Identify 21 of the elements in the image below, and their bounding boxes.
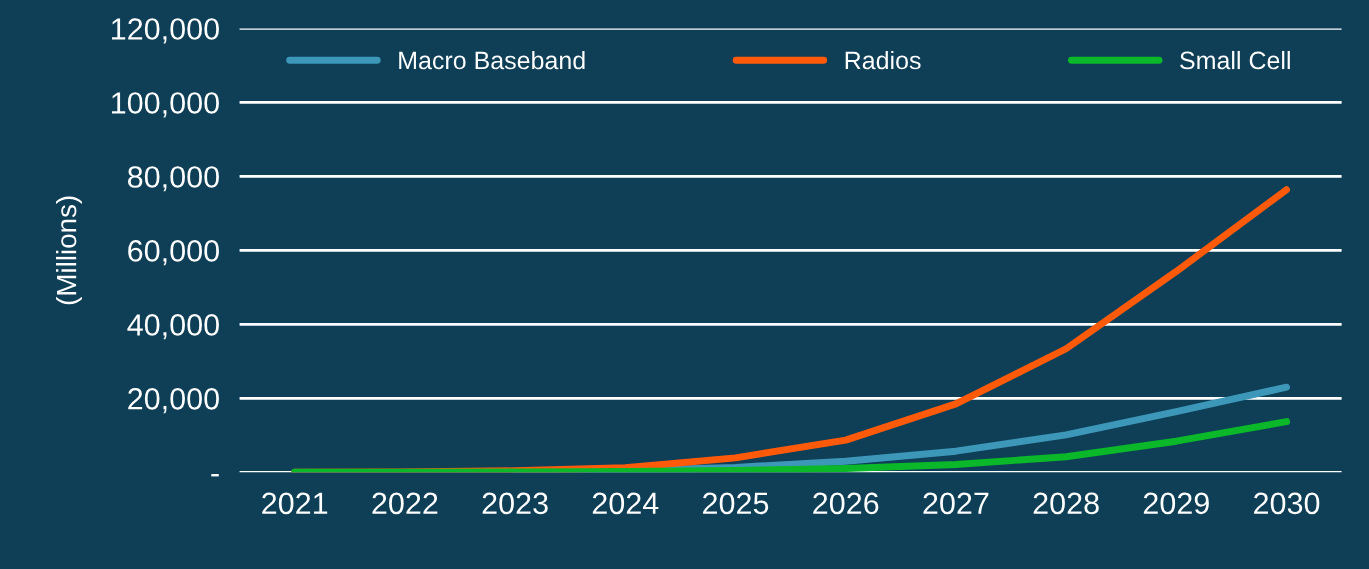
y-axis-title: (Millions)	[56, 196, 82, 305]
legend-label: Macro Baseband	[399, 50, 585, 70]
x-tick-label: 2022	[372, 492, 438, 515]
x-tick-label: 2021	[262, 492, 328, 515]
x-tick-label: 2028	[1033, 492, 1099, 515]
y-tick-label: 80,000	[128, 166, 219, 192]
x-tick-label: 2027	[923, 492, 989, 515]
y-tick-label: 20,000	[128, 388, 219, 414]
y-tick-label: 40,000	[127, 314, 219, 340]
y-tick-label: -	[211, 474, 219, 477]
x-tick-label: 2024	[592, 492, 659, 515]
y-tick-label: 100,000	[112, 92, 219, 118]
x-tick-label: 2026	[813, 492, 879, 515]
legend-label: Small Cell	[1180, 50, 1290, 70]
y-tick-label: 120,000	[112, 18, 219, 44]
x-tick-label: 2029	[1143, 492, 1209, 515]
x-tick-label: 2023	[482, 492, 548, 515]
legend-label: Radios	[845, 50, 921, 70]
x-tick-label: 2025	[703, 492, 769, 515]
x-tick-label: 2030	[1254, 492, 1320, 515]
y-tick-label: 60,000	[128, 240, 219, 266]
